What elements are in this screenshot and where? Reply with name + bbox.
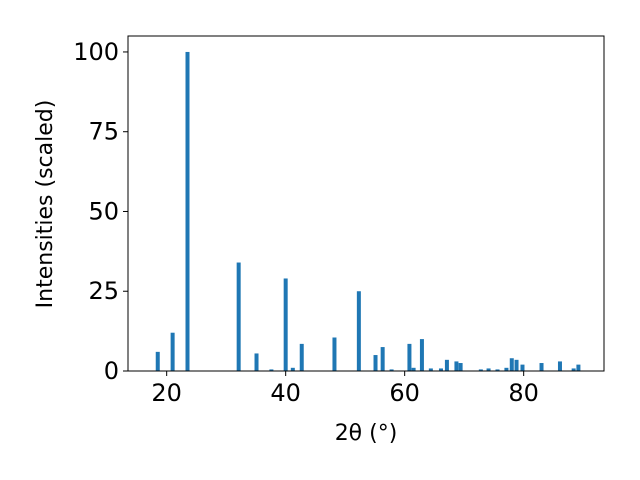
bar: [290, 367, 295, 371]
bar: [236, 262, 241, 371]
bar: [269, 369, 274, 371]
bar: [514, 359, 519, 371]
bar: [428, 368, 433, 371]
bar: [380, 347, 385, 371]
bar: [419, 339, 424, 371]
bar: [576, 364, 581, 371]
bar: [571, 368, 576, 371]
y-tick-label: 25: [88, 277, 119, 305]
bar: [299, 343, 304, 371]
bar: [407, 343, 412, 371]
bar: [557, 361, 562, 371]
bar: [478, 369, 483, 371]
x-tick-label: 60: [389, 379, 420, 407]
bar: [509, 358, 514, 371]
bar: [539, 363, 544, 371]
bar: [389, 369, 394, 371]
bar: [411, 367, 416, 371]
y-tick-label: 0: [104, 357, 119, 385]
x-axis-label: 2θ (°): [335, 421, 398, 446]
x-tick-label: 40: [270, 379, 301, 407]
bar: [504, 367, 509, 371]
x-tick-label: 80: [508, 379, 539, 407]
bar: [254, 353, 259, 371]
plot-frame: [127, 35, 605, 372]
bar: [438, 368, 443, 371]
bar: [444, 359, 449, 371]
bar: [155, 351, 160, 371]
bar: [332, 337, 337, 371]
y-tick-label: 50: [88, 197, 119, 225]
bar: [356, 291, 361, 371]
bar: [283, 278, 288, 371]
bar: [373, 355, 378, 371]
bar: [454, 361, 459, 371]
bar: [486, 368, 491, 371]
bar: [495, 369, 500, 371]
y-axis-label: Intensities (scaled): [33, 100, 58, 309]
y-tick-label: 75: [88, 118, 119, 146]
bar: [458, 363, 463, 371]
bar: [185, 51, 190, 371]
y-tick-label: 100: [73, 38, 119, 66]
bar: [170, 332, 175, 371]
x-tick-label: 20: [151, 379, 182, 407]
bar: [520, 364, 525, 371]
